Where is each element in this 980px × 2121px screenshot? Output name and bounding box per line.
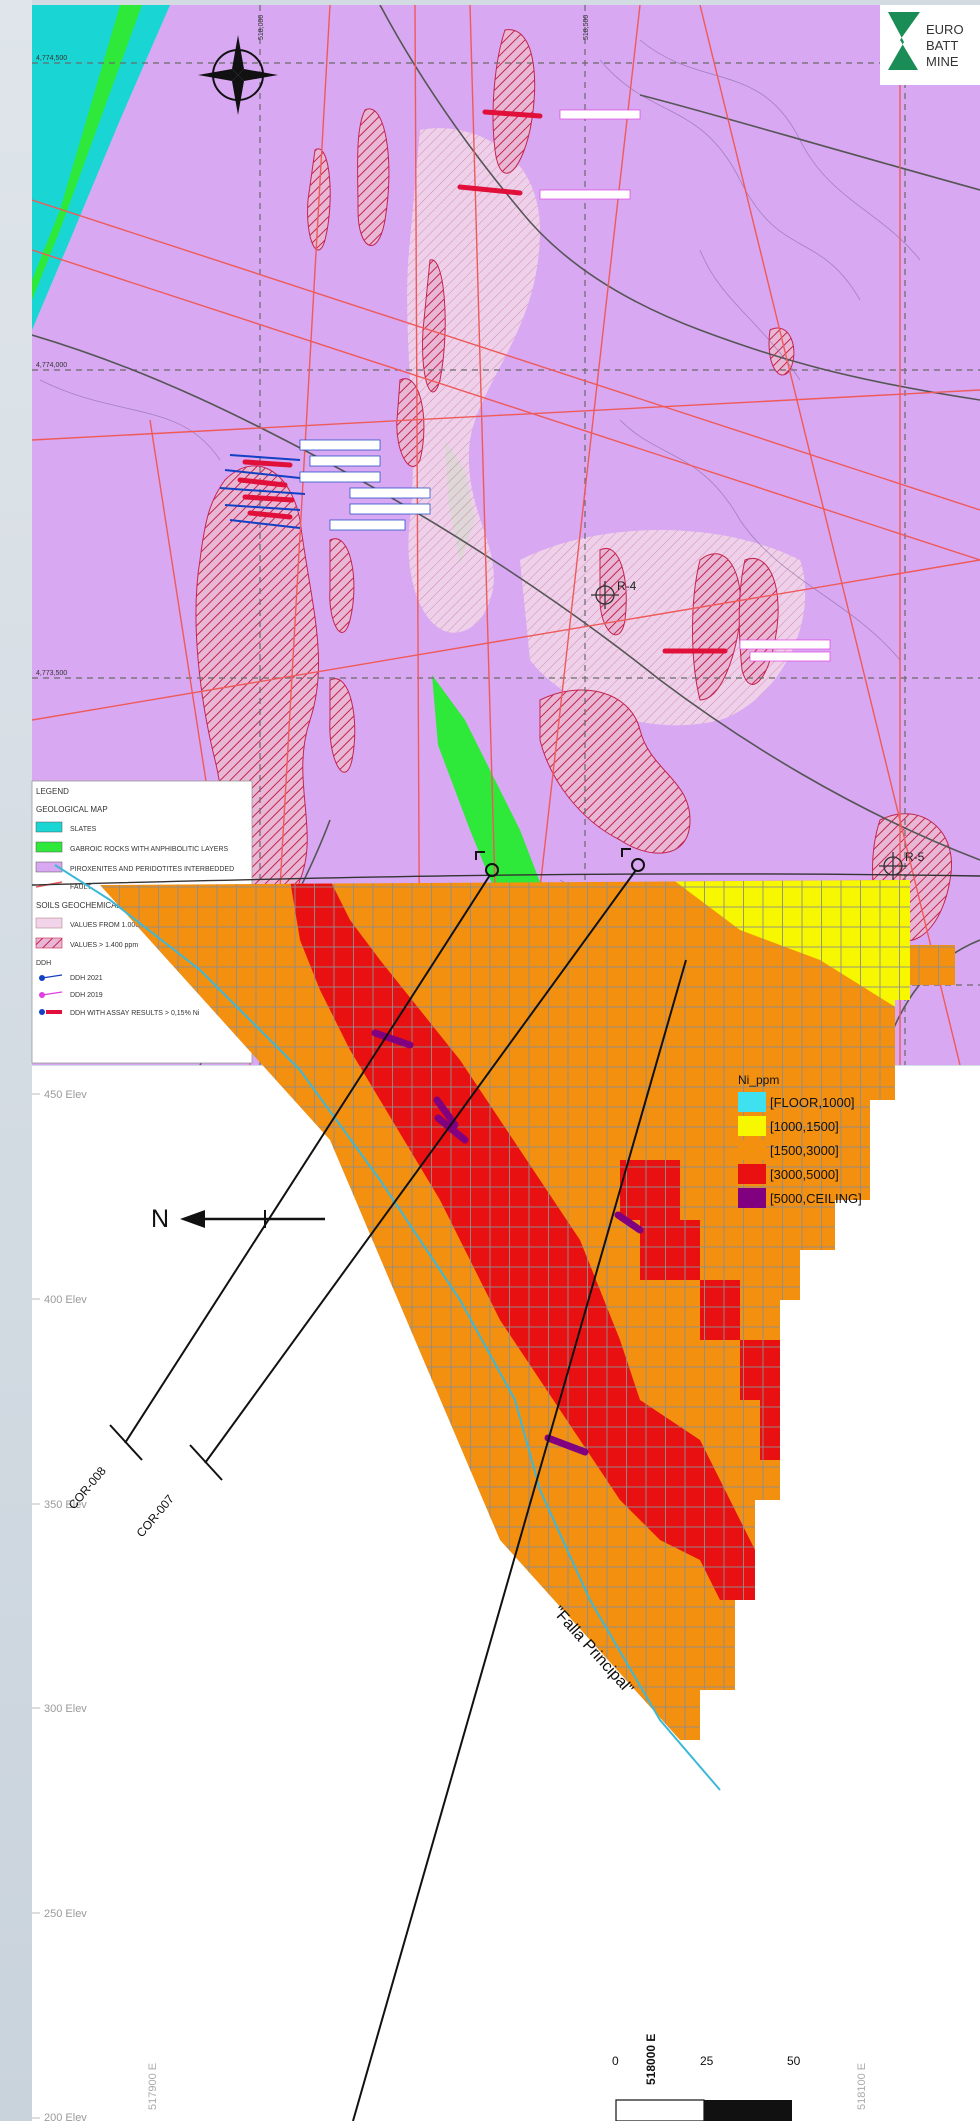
ni-legend-label: [1500,3000] [770, 1143, 839, 1158]
legend-fault: FAULT [70, 884, 92, 891]
legend-ddh-title: DDH [36, 960, 51, 967]
target-r5-label: R-5 [905, 850, 925, 864]
legend-val-low: VALUES FROM 1.000 TO 1.399 ppm [70, 922, 186, 929]
slates-unit [32, 5, 170, 330]
ddh-assay-hits [237, 109, 728, 654]
ni-halo-zone [407, 128, 540, 633]
ni-ppm-legend: Ni_ppm [FLOOR,1000] [1000,1500] [1500,3000… [738, 1073, 862, 1208]
legend-swatch-low [35, 917, 63, 929]
ni-legend-swatch [738, 1092, 766, 1112]
legend-val-high: VALUES > 1.400 ppm [70, 942, 138, 949]
drill-hole-traces [109, 848, 687, 2121]
elev-350: 350 Elev [44, 1499, 87, 1511]
drill-holes [219, 109, 831, 662]
logo-line-1: EURO [926, 22, 964, 37]
legend-ddh-assay: DDH WITH ASSAY RESULTS > 0,15% Ni [70, 1010, 200, 1017]
legend-geo-title: GEOLOGICAL MAP [36, 805, 108, 814]
coord-y-4773500: 4,773,500 [36, 670, 67, 677]
scale-0: 0 [612, 2054, 619, 2068]
elev-400: 400 Elev [44, 1294, 87, 1306]
topography-line [31, 873, 980, 886]
legend-pyroxenites: PIROXENITES AND PERIDOTITES INTERBEDDED [70, 866, 234, 873]
north-label: N [151, 1205, 169, 1233]
coord-y-4774000: 4,774,000 [36, 362, 67, 369]
easting-518000: 518000 E [644, 2034, 658, 2085]
scale-25: 25 [700, 2054, 714, 2068]
elev-300: 300 Elev [44, 1703, 87, 1715]
cross-section: 450 Elev 400 Elev 350 Elev 300 Elev 250 … [31, 848, 980, 2121]
gabbro-strip-left [32, 5, 142, 300]
sidebar-frame [0, 0, 32, 2121]
legend-swatch-slates [35, 821, 63, 833]
ddh-2021-cluster [219, 454, 306, 529]
legend-ddh2021: DDH 2021 [70, 975, 103, 982]
legend-ddh-assay-icon [39, 1009, 45, 1015]
basal-contact [54, 864, 721, 1791]
elev-200: 200 Elev [44, 2112, 87, 2121]
elev-250: 250 Elev [44, 1908, 87, 1920]
ni-legend-label: [5000,CEILING] [770, 1191, 862, 1206]
ni-legend-swatch [738, 1140, 766, 1160]
ni-legend-label: [FLOOR,1000] [770, 1095, 855, 1110]
scale-bar: 0 25 50 [612, 2054, 801, 2121]
easting-518100: 518100 E [856, 2063, 868, 2110]
legend-swatch-gabbro [35, 841, 63, 853]
easting-517900: 517900 E [147, 2063, 159, 2110]
target-r4-icon [591, 581, 619, 609]
ni-legend-label: [3000,5000] [770, 1167, 839, 1182]
ni-legend-swatch [738, 1164, 766, 1184]
coord-x-518500: 518,500 [583, 15, 590, 40]
ni-legend-label: [1000,1500] [770, 1119, 839, 1134]
logo-line-3: MINE [926, 54, 959, 69]
legend-soils-title: SOILS GEOCHEMICAL MAP FOR Ni [36, 901, 169, 910]
roads [32, 5, 980, 1065]
ni-legend-swatch [738, 1188, 766, 1208]
zone-5000-ceiling [371, 1029, 644, 1456]
coord-y-4774500: 4,774,500 [36, 55, 67, 62]
ni-legend-items: [FLOOR,1000] [1000,1500] [1500,3000] [3000,… [738, 1092, 862, 1208]
legend-swatch-high [35, 937, 63, 949]
ni-legend-swatch [738, 1116, 766, 1136]
target-r4-label: R-4 [617, 579, 637, 593]
coord-x-518000: 518,000 [258, 15, 265, 40]
legend-ddh2019: DDH 2019 [70, 992, 103, 999]
legend-gabbro: GABROIC ROCKS WITH ANPHIBOLITIC LAYERS [70, 846, 229, 853]
legend-title: LEGEND [36, 787, 69, 796]
scale-50: 50 [787, 2054, 801, 2068]
elev-450: 450 Elev [44, 1089, 87, 1101]
collar-labels [299, 109, 831, 662]
ni-legend-title: Ni_ppm [738, 1073, 779, 1087]
elevation-axis: 450 Elev 400 Elev 350 Elev 300 Elev 250 … [32, 1089, 87, 2121]
logo-line-2: BATT [926, 38, 958, 53]
legend-swatch-pyroxenites [35, 861, 63, 873]
logo-mark-icon [888, 12, 920, 70]
north-arrow-icon [198, 35, 278, 115]
company-logo: EURO BATT MINE [880, 5, 980, 85]
legend-slates: SLATES [70, 826, 97, 833]
